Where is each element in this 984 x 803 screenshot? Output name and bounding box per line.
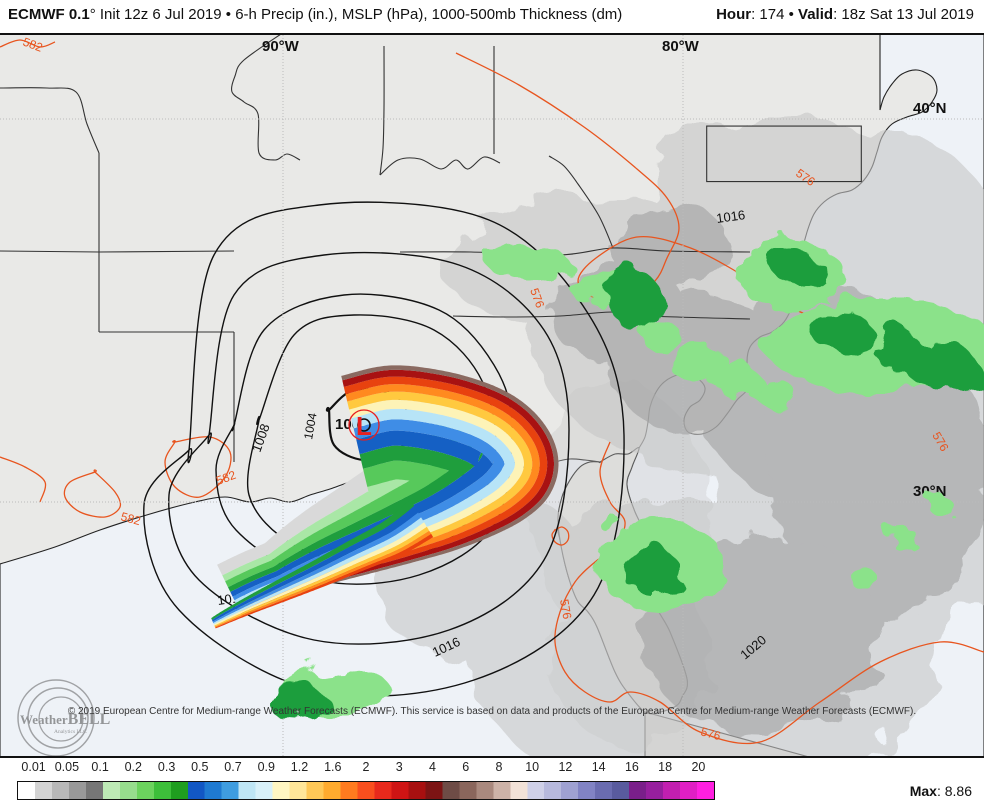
svg-text:L: L [356, 411, 372, 441]
svg-text:40°N: 40°N [913, 100, 947, 117]
svg-text:90°W: 90°W [262, 38, 300, 55]
svg-text:80°W: 80°W [662, 38, 700, 55]
svg-text:Analytics LLC: Analytics LLC [54, 729, 87, 735]
